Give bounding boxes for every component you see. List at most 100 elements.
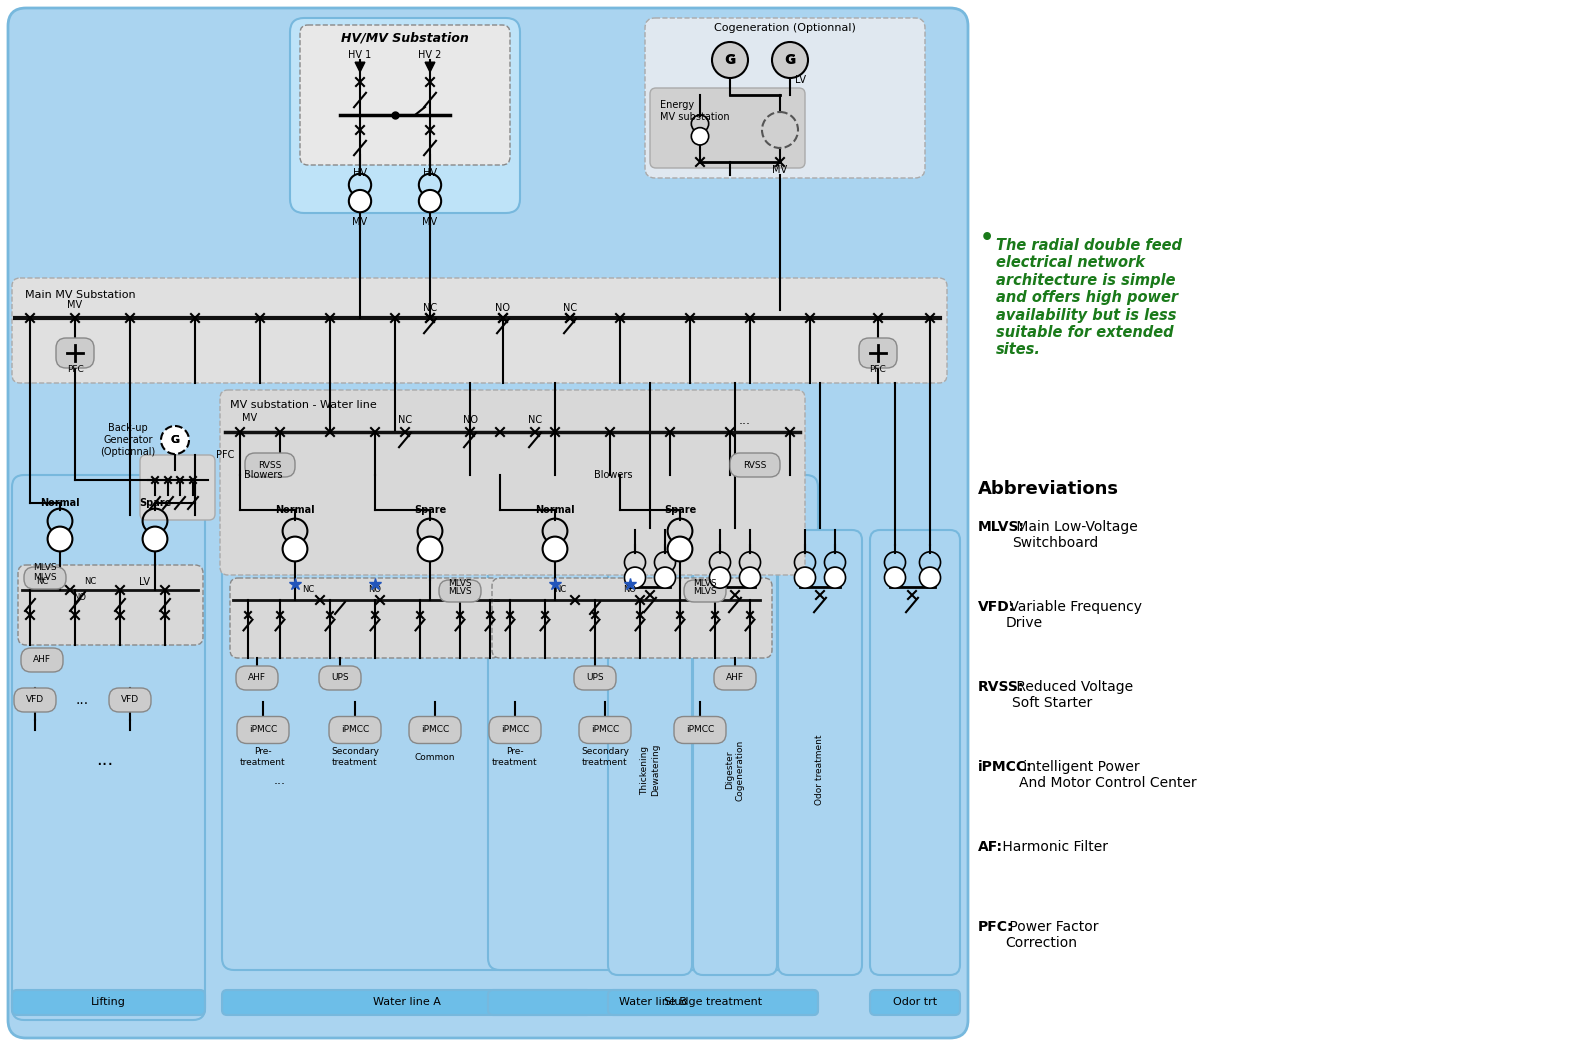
Text: Cogeneration (Optionnal): Cogeneration (Optionnal)	[715, 23, 856, 32]
Text: MV: MV	[68, 300, 82, 310]
FancyBboxPatch shape	[859, 339, 897, 368]
Text: NC: NC	[398, 415, 412, 425]
FancyBboxPatch shape	[608, 990, 818, 1016]
Text: LV: LV	[140, 577, 151, 587]
Polygon shape	[356, 62, 365, 72]
Text: NO: NO	[496, 303, 510, 313]
Text: Digester
Cogeneration: Digester Cogeneration	[726, 740, 745, 801]
Text: Power Factor
Correction: Power Factor Correction	[1006, 920, 1099, 951]
Text: ...: ...	[274, 773, 286, 786]
Text: Spare: Spare	[664, 505, 696, 515]
FancyBboxPatch shape	[439, 580, 482, 602]
Circle shape	[667, 537, 693, 562]
Text: Odor treatment: Odor treatment	[815, 735, 825, 805]
Text: iPMCC:: iPMCC:	[977, 760, 1033, 774]
Text: NC: NC	[527, 415, 541, 425]
Text: PFC: PFC	[66, 366, 83, 374]
Text: MLVS: MLVS	[33, 573, 57, 583]
FancyBboxPatch shape	[230, 578, 501, 658]
Text: •: •	[981, 228, 995, 248]
Circle shape	[283, 537, 307, 562]
FancyBboxPatch shape	[57, 339, 94, 368]
FancyBboxPatch shape	[490, 717, 541, 743]
Text: Normal: Normal	[275, 505, 315, 515]
Text: PFC: PFC	[869, 366, 886, 374]
Text: G: G	[170, 435, 179, 445]
Text: Pre-
treatment: Pre- treatment	[493, 747, 538, 767]
Text: MLVS: MLVS	[693, 587, 716, 595]
Text: RVSS:: RVSS:	[977, 680, 1025, 694]
Text: NO: NO	[368, 586, 381, 594]
Text: MLVS: MLVS	[449, 580, 472, 589]
Circle shape	[349, 190, 371, 213]
Text: MV substation - Water line: MV substation - Water line	[230, 400, 376, 410]
FancyBboxPatch shape	[488, 990, 818, 1016]
Text: ...: ...	[740, 414, 751, 427]
FancyBboxPatch shape	[13, 990, 205, 1016]
Text: Water line A: Water line A	[373, 997, 441, 1007]
Circle shape	[825, 567, 845, 588]
FancyBboxPatch shape	[238, 717, 290, 743]
Text: iPMCC: iPMCC	[420, 725, 449, 735]
Text: UPS: UPS	[331, 674, 349, 682]
Text: Thickening
Dewatering: Thickening Dewatering	[641, 744, 660, 796]
Circle shape	[143, 526, 167, 551]
Text: AF:: AF:	[977, 840, 1003, 854]
Text: G: G	[726, 54, 735, 65]
FancyBboxPatch shape	[715, 665, 756, 690]
Circle shape	[795, 567, 815, 588]
Circle shape	[47, 526, 72, 551]
Text: Spare: Spare	[139, 498, 172, 508]
Circle shape	[919, 567, 941, 588]
FancyBboxPatch shape	[685, 580, 726, 602]
Text: MV: MV	[353, 217, 368, 227]
Text: NC: NC	[423, 303, 438, 313]
Text: Blowers: Blowers	[244, 470, 282, 480]
Text: Abbreviations: Abbreviations	[977, 480, 1119, 498]
Text: Secondary
treatment: Secondary treatment	[581, 747, 630, 767]
Text: PFC: PFC	[216, 450, 235, 460]
Text: Common: Common	[416, 752, 455, 762]
Text: iPMCC: iPMCC	[686, 725, 715, 735]
Text: RVSS: RVSS	[743, 460, 767, 470]
FancyBboxPatch shape	[493, 578, 771, 658]
Text: NC: NC	[563, 303, 578, 313]
Text: Lifting: Lifting	[91, 997, 126, 1007]
Circle shape	[161, 425, 189, 454]
Text: Main Low-Voltage
Switchboard: Main Low-Voltage Switchboard	[1012, 520, 1138, 550]
Circle shape	[625, 567, 645, 588]
FancyBboxPatch shape	[14, 687, 57, 712]
Text: HV 1: HV 1	[348, 50, 371, 60]
Circle shape	[740, 567, 760, 588]
Text: Blowers: Blowers	[593, 470, 633, 480]
Text: AHF: AHF	[249, 674, 266, 682]
FancyBboxPatch shape	[645, 18, 926, 178]
FancyBboxPatch shape	[109, 687, 151, 712]
Text: MLVS: MLVS	[449, 587, 472, 595]
Text: Odor trt: Odor trt	[892, 997, 937, 1007]
Text: ...: ...	[96, 751, 113, 769]
FancyBboxPatch shape	[8, 8, 968, 1038]
Text: MLVS: MLVS	[33, 564, 57, 572]
Circle shape	[417, 537, 442, 562]
FancyBboxPatch shape	[579, 717, 631, 743]
Text: G: G	[170, 435, 179, 445]
Text: NC: NC	[554, 586, 567, 594]
Text: G: G	[784, 53, 796, 67]
Text: Spare: Spare	[414, 505, 445, 515]
Text: AHF: AHF	[726, 674, 745, 682]
Text: MV: MV	[422, 217, 438, 227]
Circle shape	[711, 42, 748, 78]
Text: NO: NO	[463, 415, 477, 425]
FancyBboxPatch shape	[693, 530, 778, 975]
Text: Normal: Normal	[535, 505, 575, 515]
Text: Harmonic Filter: Harmonic Filter	[998, 840, 1108, 854]
Text: Pre-
treatment: Pre- treatment	[241, 747, 286, 767]
Circle shape	[419, 190, 441, 213]
Text: Main MV Substation: Main MV Substation	[25, 290, 135, 300]
Text: Reduced Voltage
Soft Starter: Reduced Voltage Soft Starter	[1012, 680, 1133, 711]
Text: iPMCC: iPMCC	[590, 725, 619, 735]
Text: LV: LV	[795, 75, 806, 85]
Polygon shape	[425, 62, 434, 72]
Text: Water line B: Water line B	[619, 997, 686, 1007]
